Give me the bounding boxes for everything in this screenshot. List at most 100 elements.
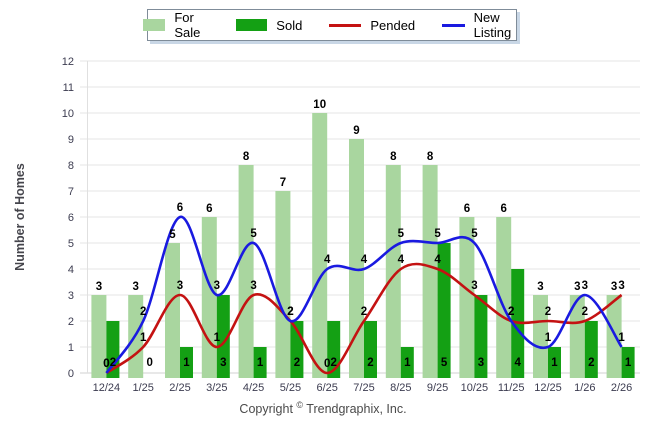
svg-text:11/25: 11/25 [498, 382, 525, 394]
svg-text:2: 2 [582, 306, 588, 318]
svg-text:3/25: 3/25 [206, 382, 227, 394]
svg-text:4: 4 [398, 254, 405, 266]
pended-line [105, 262, 623, 375]
legend-label: For Sale [174, 10, 201, 40]
svg-text:3: 3 [478, 357, 484, 369]
svg-text:1: 1 [404, 357, 411, 369]
svg-text:5: 5 [434, 228, 441, 240]
svg-text:1: 1 [545, 332, 552, 344]
new-listing-line [105, 215, 623, 374]
svg-text:2: 2 [330, 357, 336, 369]
legend-item-for-sale: For Sale [143, 10, 209, 40]
svg-text:1: 1 [625, 357, 632, 369]
svg-text:1: 1 [68, 342, 74, 354]
svg-text:3: 3 [68, 290, 74, 302]
svg-text:3: 3 [471, 280, 477, 292]
svg-text:6: 6 [177, 202, 183, 214]
svg-text:2: 2 [588, 357, 594, 369]
svg-text:1: 1 [551, 357, 558, 369]
svg-text:9: 9 [353, 125, 359, 137]
new-listing-line-swatch [442, 23, 465, 27]
for-sale-swatch [143, 19, 166, 31]
svg-text:1/25: 1/25 [132, 382, 153, 394]
svg-text:9/25: 9/25 [427, 382, 448, 394]
svg-text:5/25: 5/25 [280, 382, 301, 394]
chart-legend: For Sale Sold Pended New Listing [143, 9, 517, 41]
svg-text:1/26: 1/26 [574, 382, 595, 394]
svg-text:2: 2 [508, 306, 514, 318]
svg-text:10: 10 [313, 99, 326, 111]
svg-text:5: 5 [250, 228, 257, 240]
legend-item-pended: Pended [329, 18, 415, 33]
svg-text:12/24: 12/24 [93, 382, 121, 394]
svg-text:2: 2 [287, 306, 293, 318]
svg-text:12/25: 12/25 [534, 382, 562, 394]
svg-text:4: 4 [434, 254, 441, 266]
svg-text:2/26: 2/26 [611, 382, 632, 394]
svg-text:6/25: 6/25 [316, 382, 337, 394]
svg-text:1: 1 [257, 357, 264, 369]
svg-text:8: 8 [390, 151, 397, 163]
svg-text:2: 2 [287, 306, 293, 318]
svg-text:3: 3 [214, 280, 220, 292]
svg-text:3: 3 [611, 281, 617, 293]
svg-text:10: 10 [62, 108, 74, 120]
svg-text:7: 7 [280, 177, 286, 189]
svg-text:0: 0 [103, 358, 109, 370]
svg-text:2: 2 [367, 357, 373, 369]
y-axis-title: Number of Homes [13, 163, 27, 271]
svg-text:4: 4 [514, 357, 521, 369]
copyright-suffix: Trendgraphix, Inc. [303, 402, 407, 417]
svg-text:7: 7 [68, 186, 74, 198]
svg-text:6: 6 [206, 203, 212, 215]
svg-text:0: 0 [324, 358, 330, 370]
legend-label: Pended [370, 17, 416, 33]
svg-text:12: 12 [62, 56, 74, 68]
svg-text:2: 2 [508, 306, 514, 318]
svg-text:8: 8 [243, 151, 250, 163]
svg-text:6: 6 [500, 203, 506, 215]
sold-swatch [236, 19, 268, 31]
for-sale-bars [91, 113, 622, 378]
svg-text:8: 8 [427, 151, 434, 163]
svg-text:9: 9 [68, 134, 74, 146]
svg-text:3: 3 [96, 281, 102, 293]
pended-line-swatch [329, 23, 362, 27]
legend-item-new-listing: New Listing [442, 10, 521, 40]
svg-text:6: 6 [464, 203, 470, 215]
svg-text:3: 3 [250, 280, 256, 292]
svg-text:3: 3 [177, 280, 183, 292]
svg-text:1: 1 [618, 332, 625, 344]
svg-text:6: 6 [68, 212, 74, 224]
svg-text:2/25: 2/25 [169, 382, 190, 394]
svg-text:0: 0 [146, 357, 152, 369]
svg-text:2: 2 [140, 306, 146, 318]
svg-text:8: 8 [68, 160, 74, 172]
svg-text:3: 3 [618, 280, 624, 292]
svg-text:3: 3 [132, 281, 138, 293]
svg-text:2: 2 [361, 306, 367, 318]
copyright-text: Copyright © Trendgraphix, Inc. [0, 400, 646, 416]
svg-text:0: 0 [103, 358, 109, 370]
svg-text:4: 4 [68, 264, 74, 276]
legend-item-sold: Sold [236, 18, 302, 33]
svg-text:2: 2 [545, 306, 551, 318]
svg-text:7/25: 7/25 [353, 382, 374, 394]
svg-text:1: 1 [183, 357, 190, 369]
copyright-symbol-icon: © [296, 400, 304, 410]
svg-text:3: 3 [582, 280, 588, 292]
svg-text:5: 5 [441, 357, 448, 369]
svg-text:4: 4 [361, 254, 368, 266]
svg-text:4/25: 4/25 [243, 382, 264, 394]
svg-text:3: 3 [574, 281, 580, 293]
svg-text:0: 0 [68, 368, 74, 380]
svg-text:1: 1 [140, 332, 147, 344]
svg-text:3: 3 [220, 357, 226, 369]
svg-text:10/25: 10/25 [461, 382, 489, 394]
x-axis-labels: 12/24 1/25 2/25 3/25 4/25 5/25 6/25 7/25 8/25 9/2… [93, 382, 633, 394]
svg-text:1: 1 [214, 332, 221, 344]
